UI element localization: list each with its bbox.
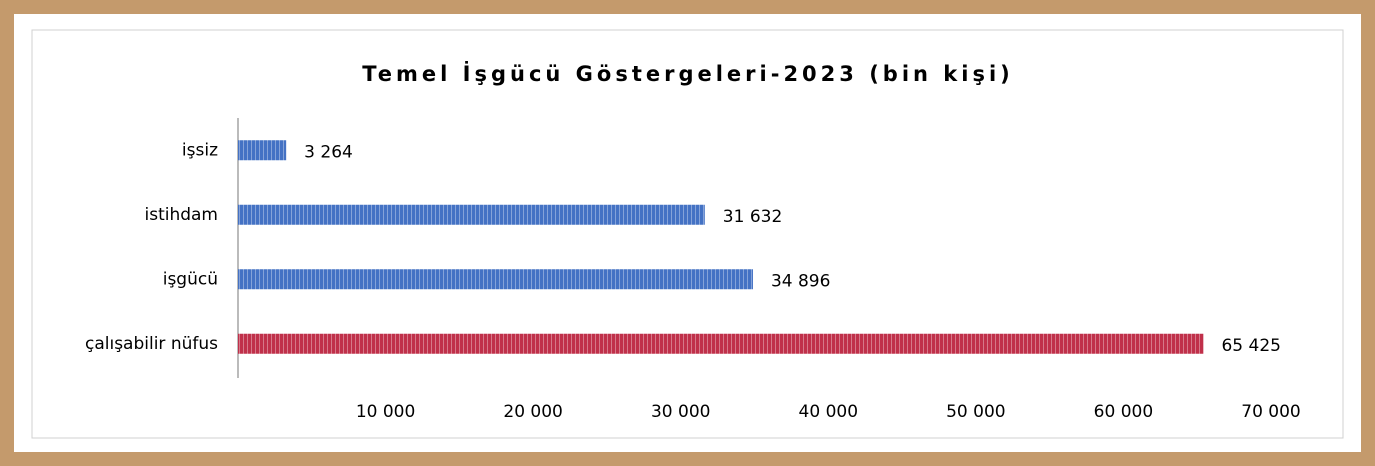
- value-label: 31 632: [723, 207, 782, 227]
- bar: [238, 204, 705, 225]
- x-tick-label: 40 000: [799, 402, 858, 422]
- x-tick-label: 50 000: [946, 402, 1005, 422]
- value-label: 65 425: [1221, 336, 1280, 356]
- value-label: 3 264: [304, 142, 353, 162]
- bar: [238, 269, 753, 290]
- x-tick-label: 20 000: [503, 402, 562, 422]
- x-tick-label: 30 000: [651, 402, 710, 422]
- value-label: 34 896: [771, 271, 830, 291]
- chart-title: Temel İşgücü Göstergeleri-2023 (bin kişi…: [362, 61, 1014, 86]
- x-tick-label: 60 000: [1094, 402, 1153, 422]
- bar: [238, 140, 287, 161]
- y-tick-label: işgücü: [163, 269, 218, 289]
- y-tick-label: işsiz: [182, 140, 218, 160]
- bar: [238, 333, 1204, 354]
- plot-box: [31, 29, 1344, 439]
- y-tick-label: istihdam: [144, 205, 218, 225]
- y-tick-label: çalışabilir nüfus: [85, 334, 218, 354]
- x-tick-label: 10 000: [356, 402, 415, 422]
- x-tick-label: 70 000: [1241, 402, 1300, 422]
